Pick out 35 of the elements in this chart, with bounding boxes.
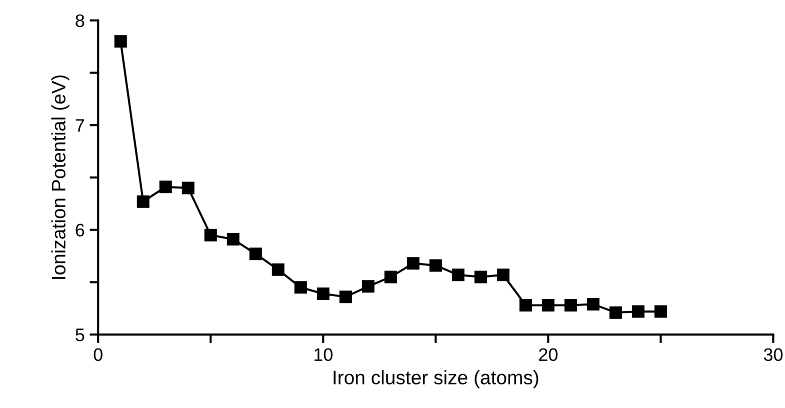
point — [114, 35, 127, 48]
point — [586, 298, 600, 310]
x-tick-label: 10 — [314, 348, 332, 362]
y-tick-label: 6 — [76, 224, 84, 237]
y-axis-title: Ionization Potential (eV) — [51, 75, 70, 279]
point — [564, 298, 577, 312]
point — [272, 263, 284, 276]
y-tick-label: 7 — [76, 119, 84, 132]
point — [542, 298, 554, 312]
y-tick-label: 5 — [76, 328, 84, 342]
point — [226, 233, 240, 246]
point — [519, 298, 532, 312]
point — [362, 280, 374, 293]
point — [632, 305, 644, 318]
point — [204, 228, 217, 242]
x-tick-label: 30 — [764, 348, 783, 362]
point — [429, 259, 442, 272]
point — [474, 270, 487, 284]
y-tick-label: 8 — [76, 14, 84, 28]
point — [159, 180, 172, 194]
x-tick-label: 0 — [94, 348, 102, 362]
point — [609, 306, 622, 319]
point — [136, 195, 150, 208]
point — [182, 182, 194, 194]
point — [339, 290, 352, 304]
point — [496, 268, 510, 282]
point — [406, 257, 420, 270]
point — [294, 281, 307, 294]
x-axis-title: Iron cluster size (atoms) — [334, 370, 538, 388]
point — [654, 305, 667, 318]
point — [384, 270, 397, 284]
point — [316, 287, 330, 300]
point — [452, 268, 464, 282]
x-tick-label: 20 — [539, 348, 558, 362]
point — [249, 248, 262, 260]
